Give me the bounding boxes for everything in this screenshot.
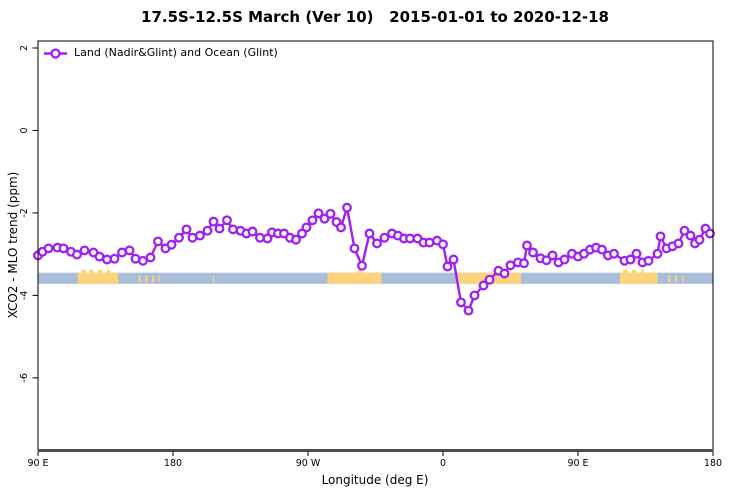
data-point-marker (195, 230, 205, 241)
data-point-marker (379, 232, 390, 243)
y-tick-label: -2 (19, 208, 30, 217)
x-tick-label: 90 E (27, 458, 48, 469)
land-elevation-bump (89, 269, 94, 274)
land-elevation-bump (632, 269, 637, 274)
data-point-marker (222, 215, 232, 226)
land-band-segment (77, 272, 119, 284)
data-point-marker (448, 254, 459, 265)
data-point-marker (643, 255, 654, 266)
data-point-marker (208, 216, 219, 227)
data-point-marker (442, 261, 453, 272)
data-point-marker (109, 253, 120, 264)
x-tick-label: 0 (440, 458, 446, 469)
legend-label: Land (Nadir&Glint) and Ocean (Glint) (74, 46, 278, 59)
data-point-marker (214, 223, 225, 234)
data-point-marker (43, 243, 54, 254)
data-point-marker (469, 290, 480, 301)
data-point-marker (181, 224, 192, 235)
land-elevation-bump (357, 269, 362, 274)
data-point-marker (655, 231, 666, 242)
data-point-marker (357, 260, 367, 271)
island-speck (212, 275, 215, 282)
data-point-marker (438, 239, 448, 250)
land-band-segment (327, 272, 382, 284)
data-point-marker (79, 245, 90, 256)
data-point-marker (631, 248, 642, 259)
data-point-marker (364, 228, 375, 239)
island-speck (682, 275, 684, 282)
data-point-marker (307, 215, 318, 226)
data-point-marker (174, 232, 184, 243)
land-band-segment (620, 272, 658, 284)
x-tick-label: 180 (164, 458, 182, 469)
land-elevation-bump (623, 269, 628, 274)
x-tick-label: 90 W (296, 458, 321, 469)
data-point-marker (519, 258, 529, 269)
data-point-marker (372, 238, 382, 249)
land-elevation-bump (98, 269, 103, 274)
data-point-marker (301, 222, 312, 233)
island-speck (145, 275, 148, 282)
y-tick-label: 2 (19, 45, 30, 51)
island-speck (158, 275, 161, 282)
island-speck (152, 275, 155, 282)
data-point-marker (528, 247, 538, 258)
data-point-marker (456, 297, 466, 308)
data-point-marker (694, 234, 705, 245)
data-point-marker (291, 234, 301, 245)
data-point-marker (325, 208, 336, 219)
data-point-marker (124, 245, 135, 256)
data-point-marker (673, 238, 684, 249)
x-tick-label: 180 (704, 458, 722, 469)
island-speck (668, 275, 671, 282)
y-tick-label: -4 (19, 291, 30, 300)
data-point-marker (349, 243, 360, 254)
land-elevation-bump (107, 269, 110, 274)
y-tick-label: 0 (19, 127, 30, 133)
data-point-marker (58, 243, 69, 254)
data-point-marker (685, 230, 696, 241)
island-speck (138, 275, 141, 282)
data-point-marker (522, 240, 532, 251)
data-point-marker (72, 249, 82, 260)
legend-marker-icon (50, 48, 61, 59)
data-point-marker (559, 254, 570, 265)
x-axis-title: Longitude (deg E) (321, 473, 429, 487)
data-point-marker (342, 202, 352, 213)
data-point-marker (541, 255, 552, 266)
data-point-marker (484, 274, 495, 285)
data-point-marker (597, 244, 607, 255)
data-point-marker (319, 213, 330, 224)
data-point-marker (166, 239, 177, 250)
data-point-marker (609, 248, 619, 259)
data-point-marker (262, 233, 273, 244)
x-tick-label: 90 E (567, 458, 588, 469)
data-point-marker (463, 305, 474, 316)
data-point-marker (547, 250, 558, 261)
data-point-marker (202, 225, 213, 236)
island-speck (674, 275, 677, 282)
data-point-marker (247, 226, 258, 237)
data-point-marker (138, 255, 148, 266)
data-point-marker (145, 252, 156, 263)
data-point-marker (228, 224, 238, 235)
data-point-marker (499, 268, 510, 279)
data-point-marker (652, 248, 663, 259)
data-point-marker (336, 222, 346, 233)
land-elevation-bump (641, 269, 644, 274)
data-point-marker (625, 254, 636, 265)
data-point-marker (313, 208, 324, 219)
data-point-marker (478, 280, 489, 291)
data-point-marker (705, 228, 715, 239)
chart-title: 17.5S-12.5S March (Ver 10) 2015-01-01 to… (141, 8, 609, 26)
y-axis-title: XCO2 - MLO trend (ppm) (6, 171, 20, 319)
y-tick-label: -6 (19, 373, 30, 382)
data-point-marker (153, 236, 163, 247)
data-point-marker (679, 225, 690, 236)
land-elevation-bump (81, 269, 86, 274)
